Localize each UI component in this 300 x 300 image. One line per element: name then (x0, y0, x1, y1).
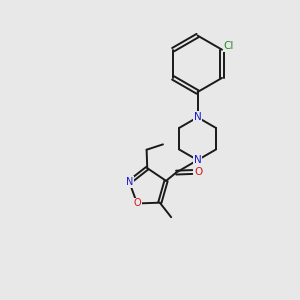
Text: O: O (133, 199, 141, 208)
Text: N: N (126, 177, 133, 187)
Text: N: N (194, 112, 201, 122)
Text: N: N (194, 155, 201, 165)
Text: O: O (194, 167, 202, 177)
Text: Cl: Cl (224, 41, 234, 51)
